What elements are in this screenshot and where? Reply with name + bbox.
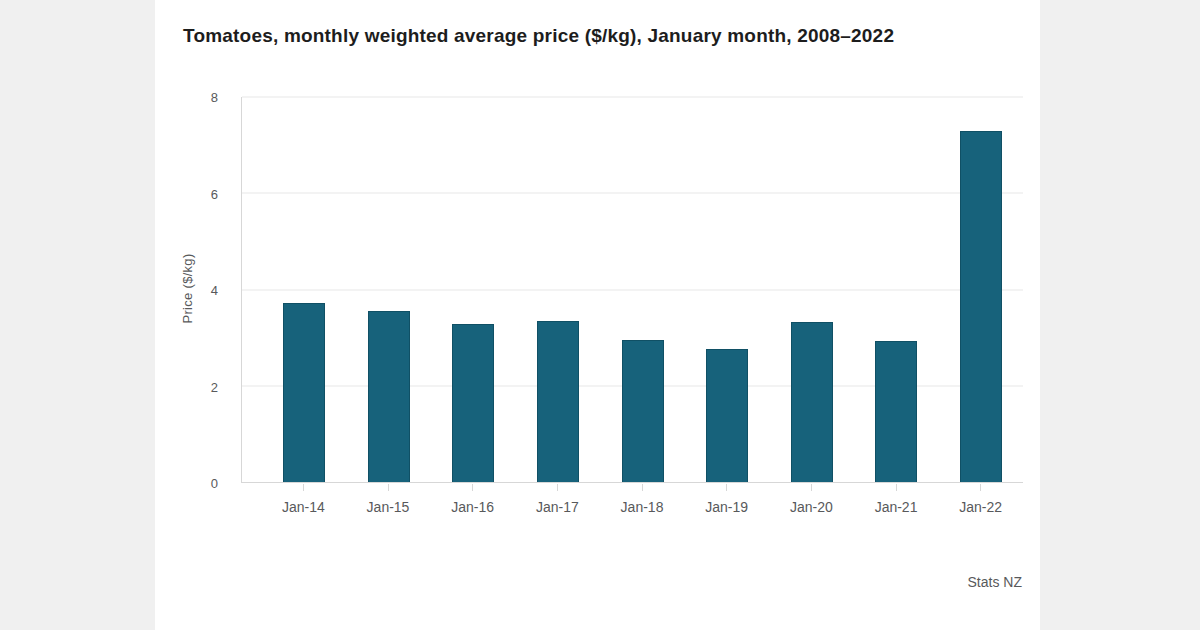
bar-slot (939, 97, 1024, 482)
bar-slot (854, 97, 939, 482)
page: Tomatoes, monthly weighted average price… (0, 0, 1200, 630)
y-tick-label-4: 4 (211, 283, 218, 298)
x-ticks (241, 484, 1023, 492)
y-tick-label-8: 8 (211, 90, 218, 105)
bar-Jan-21 (875, 341, 917, 482)
bar-slot (516, 97, 601, 482)
x-tick-label-Jan-22: Jan-22 (938, 499, 1023, 515)
bar-slot (262, 97, 347, 482)
x-tick (896, 484, 897, 491)
bar-slot (431, 97, 516, 482)
x-tick-label-Jan-21: Jan-21 (854, 499, 939, 515)
x-tick (388, 484, 389, 491)
bar-Jan-20 (791, 322, 833, 482)
bar-Jan-15 (368, 311, 410, 482)
x-tick-label-Jan-16: Jan-16 (430, 499, 515, 515)
x-tick-label-Jan-15: Jan-15 (346, 499, 431, 515)
y-tick-label-0: 0 (211, 476, 218, 491)
x-tick (811, 484, 812, 491)
tick-slot (346, 484, 431, 492)
bar-slot (685, 97, 770, 482)
y-axis-labels: 02468 (155, 97, 218, 483)
tick-slot (430, 484, 515, 492)
bar-slot (769, 97, 854, 482)
bar-Jan-16 (452, 324, 494, 482)
tick-slot (769, 484, 854, 492)
tick-slot (515, 484, 600, 492)
tick-slot (600, 484, 685, 492)
bar-slot (600, 97, 685, 482)
chart-card: Tomatoes, monthly weighted average price… (155, 0, 1040, 630)
tick-slot (684, 484, 769, 492)
bar-Jan-18 (622, 340, 664, 482)
tick-slot (938, 484, 1023, 492)
chart-title: Tomatoes, monthly weighted average price… (183, 24, 1024, 48)
x-tick-label-Jan-19: Jan-19 (684, 499, 769, 515)
x-tick-label-Jan-17: Jan-17 (515, 499, 600, 515)
y-tick-label-6: 6 (211, 186, 218, 201)
bar-Jan-19 (706, 349, 748, 482)
source-attribution: Stats NZ (968, 574, 1022, 590)
x-tick (557, 484, 558, 491)
x-tick-label-Jan-18: Jan-18 (600, 499, 685, 515)
y-tick-label-2: 2 (211, 379, 218, 394)
bar-Jan-22 (960, 131, 1002, 482)
bar-slot (347, 97, 432, 482)
tick-slot (261, 484, 346, 492)
x-tick (726, 484, 727, 491)
x-tick (980, 484, 981, 491)
x-tick-label-Jan-14: Jan-14 (261, 499, 346, 515)
bar-Jan-17 (537, 321, 579, 482)
x-tick-label-Jan-20: Jan-20 (769, 499, 854, 515)
x-tick (642, 484, 643, 491)
plot-area (241, 97, 1023, 483)
bars (242, 97, 1023, 482)
x-tick (472, 484, 473, 491)
x-labels: Jan-14Jan-15Jan-16Jan-17Jan-18Jan-19Jan-… (241, 499, 1023, 515)
bar-Jan-14 (283, 303, 325, 483)
x-tick (303, 484, 304, 491)
tick-slot (854, 484, 939, 492)
